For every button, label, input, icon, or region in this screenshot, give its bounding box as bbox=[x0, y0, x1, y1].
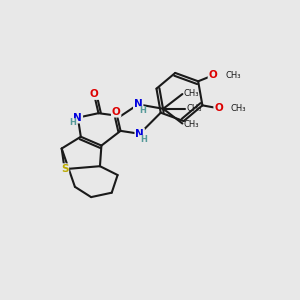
Text: O: O bbox=[112, 107, 121, 117]
Text: H: H bbox=[69, 118, 76, 127]
Text: O: O bbox=[208, 70, 217, 80]
Text: H: H bbox=[139, 106, 146, 115]
Text: N: N bbox=[134, 99, 142, 110]
Text: CH₃: CH₃ bbox=[184, 89, 200, 98]
Text: CH₃: CH₃ bbox=[184, 120, 200, 129]
Text: O: O bbox=[214, 103, 223, 113]
Text: N: N bbox=[74, 112, 82, 123]
Text: N: N bbox=[135, 129, 144, 139]
Text: S: S bbox=[61, 164, 68, 174]
Text: CH₃: CH₃ bbox=[231, 104, 247, 113]
Text: H: H bbox=[140, 135, 147, 144]
Text: CH₃: CH₃ bbox=[225, 71, 241, 80]
Text: CH₃: CH₃ bbox=[187, 104, 202, 113]
Text: O: O bbox=[90, 89, 98, 99]
